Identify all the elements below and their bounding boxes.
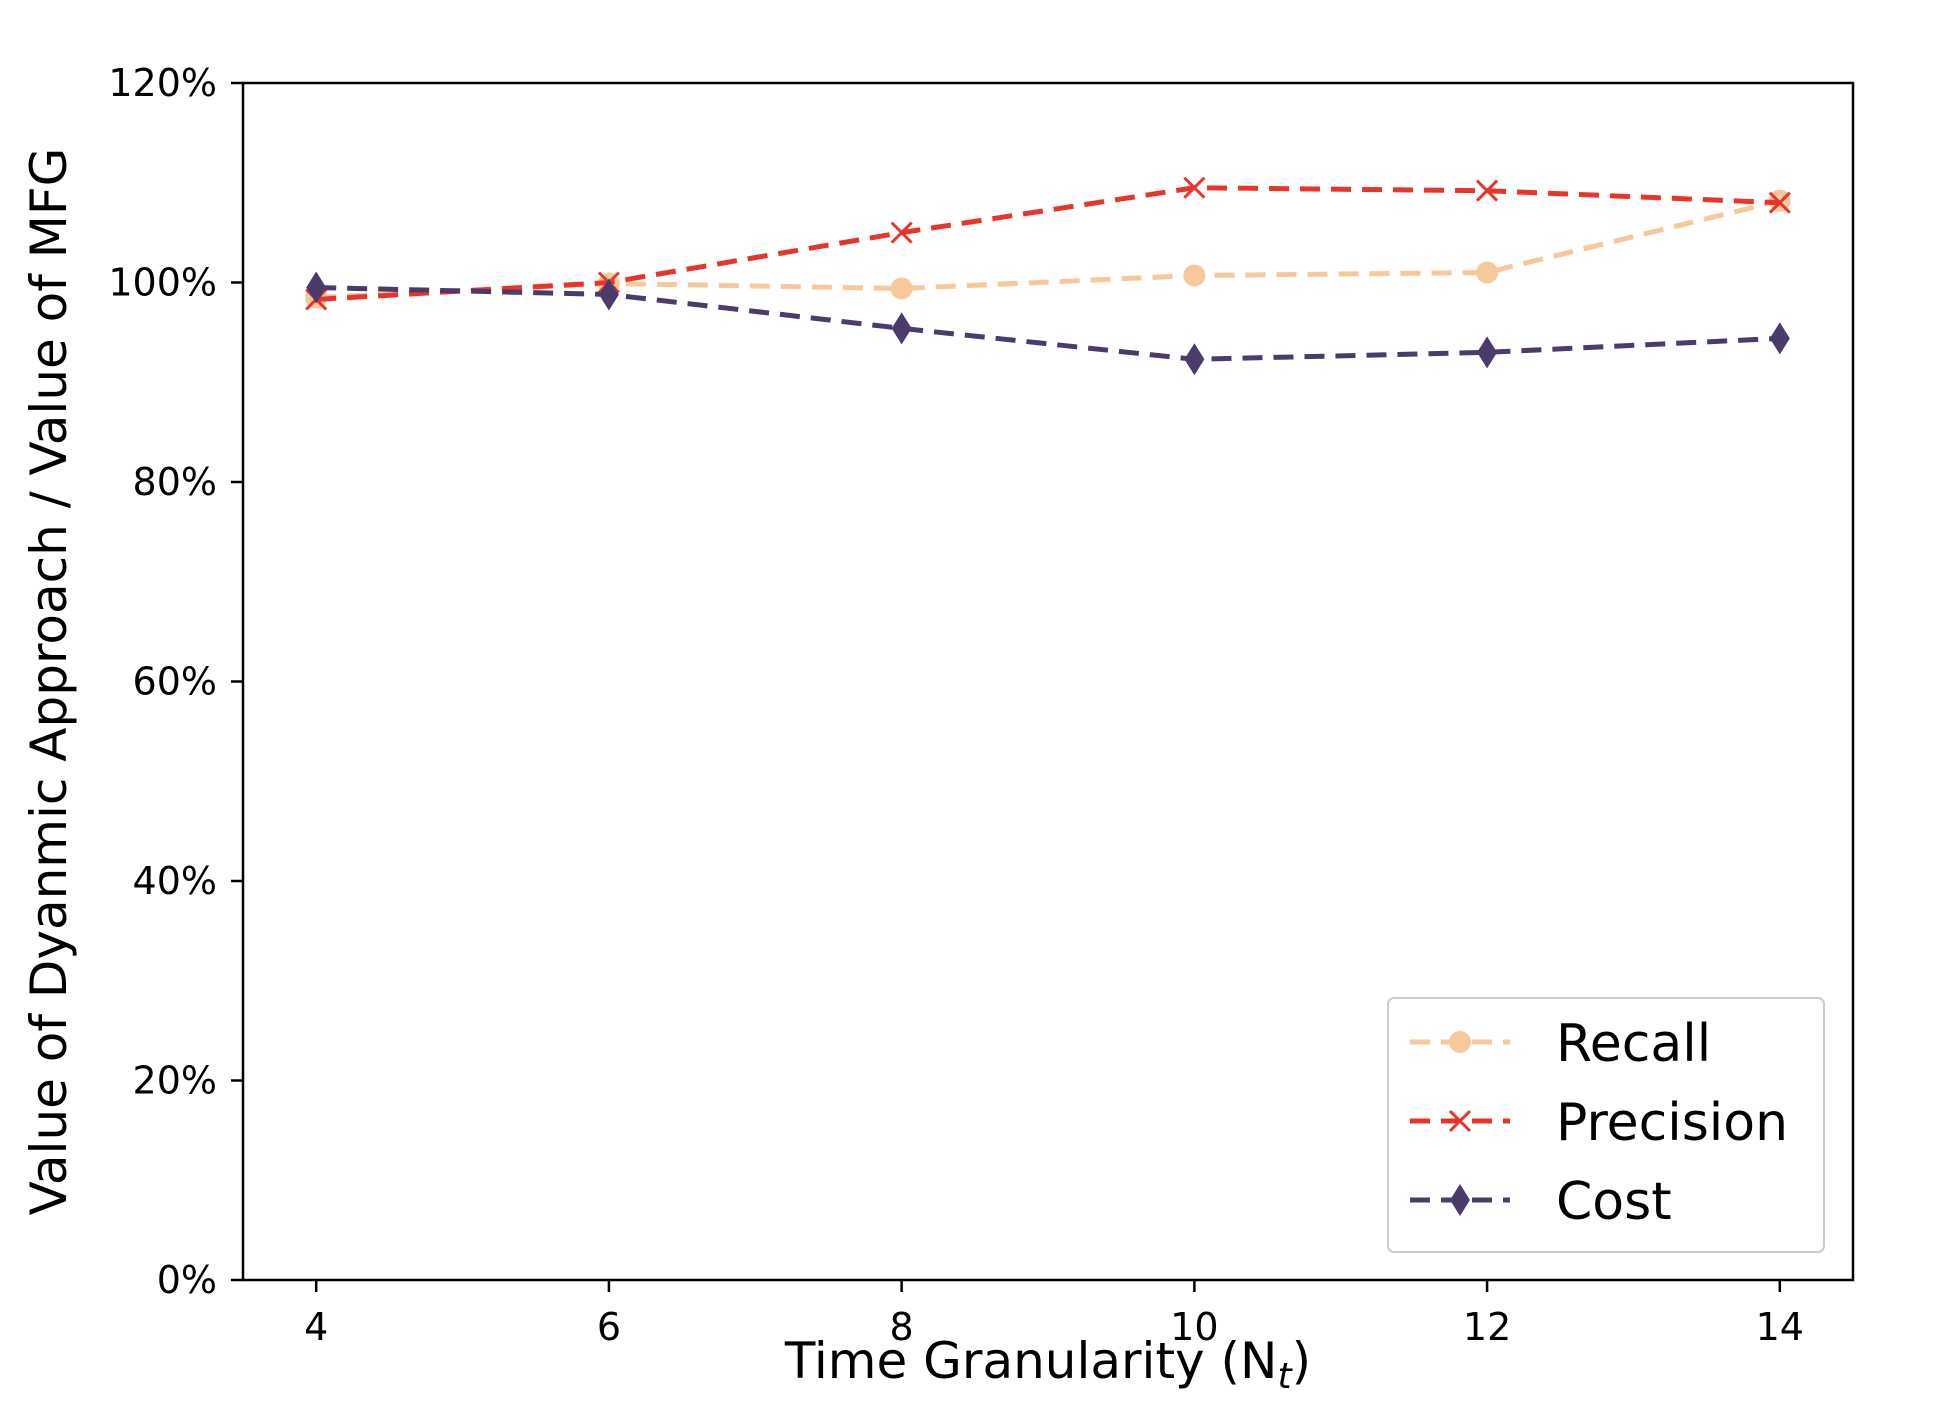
series-cost xyxy=(306,271,1790,376)
legend-marker-recall xyxy=(1449,1031,1471,1053)
data-point-cost xyxy=(598,278,619,311)
x-tick-label: 12 xyxy=(1463,1305,1511,1349)
y-tick-label: 40% xyxy=(133,859,217,903)
legend-box xyxy=(1387,997,1825,1253)
data-point-precision xyxy=(890,221,913,244)
x-tick-label: 6 xyxy=(597,1305,621,1349)
data-point-cost xyxy=(1477,336,1498,369)
x-tick-label: 8 xyxy=(890,1305,914,1349)
y-tick-label: 0% xyxy=(157,1258,217,1302)
y-tick-label: 120% xyxy=(108,61,217,105)
data-point-cost xyxy=(306,271,327,304)
legend-item-recall: Recall xyxy=(1410,1014,1711,1074)
legend-marker-precision xyxy=(1448,1109,1472,1133)
y-tick-label: 60% xyxy=(133,660,217,704)
legend: Recall Precision Cost xyxy=(1387,997,1825,1253)
data-point-recall xyxy=(1476,261,1499,284)
data-point-precision xyxy=(1183,176,1206,199)
data-point-precision xyxy=(1768,191,1791,214)
legend-marker-cost xyxy=(1450,1184,1470,1216)
legend-item-cost: Cost xyxy=(1410,1172,1672,1232)
data-point-cost xyxy=(1184,343,1205,376)
x-tick-label: 10 xyxy=(1170,1305,1218,1349)
data-point-recall xyxy=(890,277,913,300)
x-tick-label: 4 xyxy=(304,1305,328,1349)
series-line-recall xyxy=(316,198,1781,300)
data-point-cost xyxy=(1769,322,1790,355)
y-axis-label: Value of Dyanmic Approach / Value of MFG xyxy=(20,148,78,1216)
legend-item-precision: Precision xyxy=(1410,1093,1788,1153)
series-line-cost xyxy=(316,284,1780,362)
x-tick-label: 14 xyxy=(1756,1305,1804,1349)
legend-label-cost: Cost xyxy=(1556,1172,1672,1232)
x-axis-label: Time Granularity (Nt) xyxy=(784,1332,1311,1397)
series-layer xyxy=(305,176,1791,376)
ticks-layer: 4 6 8 10 12 14 0% 20% 40% 60% 80% 100% 120% xyxy=(108,61,1804,1349)
data-point-cost xyxy=(891,312,912,345)
legend-label-recall: Recall xyxy=(1556,1014,1711,1074)
legend-label-precision: Precision xyxy=(1556,1093,1788,1153)
data-point-recall xyxy=(1183,264,1206,287)
y-tick-label: 100% xyxy=(108,261,217,305)
y-tick-label: 80% xyxy=(133,460,217,504)
series-line-precision xyxy=(316,185,1780,302)
data-point-precision xyxy=(1476,179,1499,202)
y-tick-label: 20% xyxy=(133,1059,217,1103)
